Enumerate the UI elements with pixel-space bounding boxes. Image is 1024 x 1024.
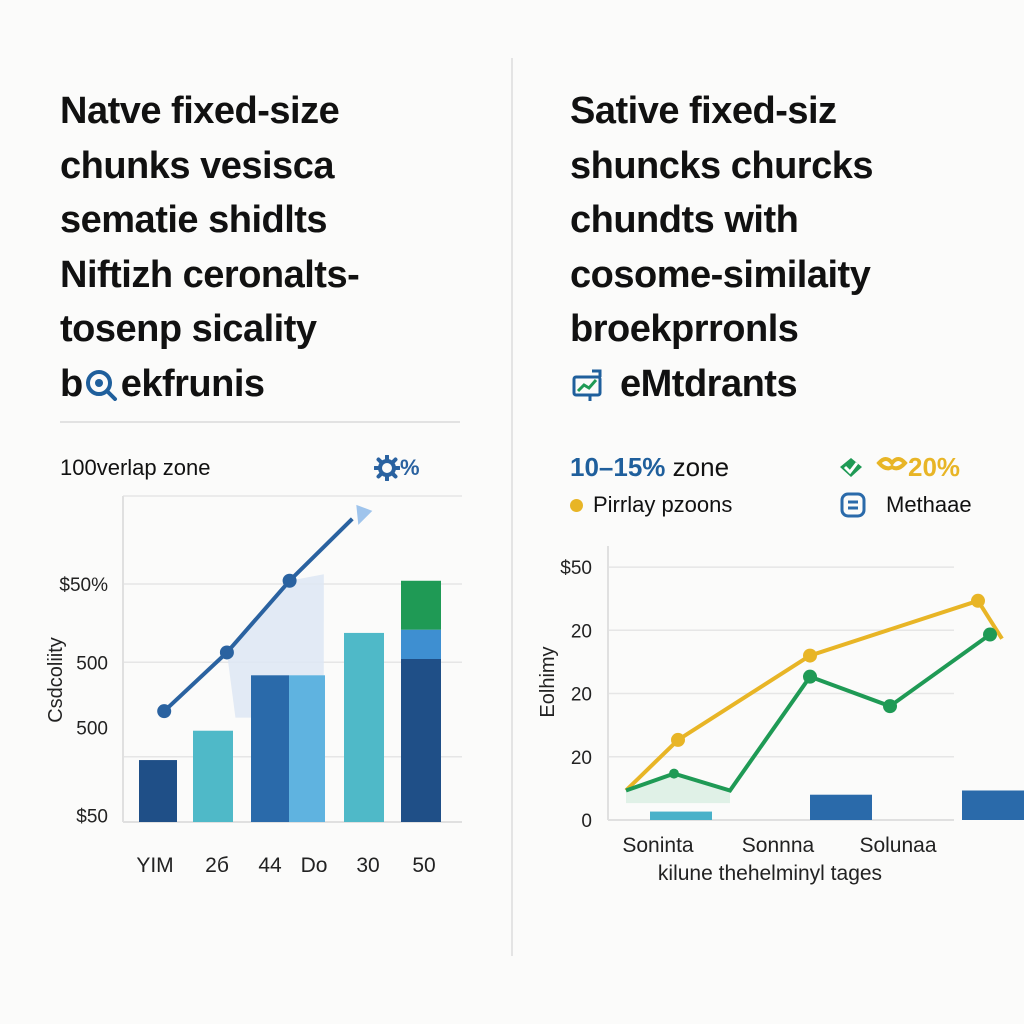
line-point — [282, 573, 297, 588]
left-chart: $50% 500 500 $50 Csdcoliity YIM 2б 44 Do 30 50 — [45, 495, 462, 877]
right-title-line: chundts with — [570, 199, 799, 241]
line-point — [971, 593, 985, 608]
x-tick-label: Soninta — [622, 834, 694, 857]
gear-icon — [374, 455, 400, 481]
bar-segment — [401, 629, 441, 659]
left-legend-label: 100verlap zone — [60, 455, 211, 480]
y-tick-label: 20 — [571, 621, 592, 642]
arrow-head-icon — [356, 504, 373, 525]
right-zone-label: 10–15% zone — [570, 452, 729, 483]
bar — [139, 760, 177, 822]
left-panel: Natve fixed-size chunks vesisca sematie … — [45, 84, 500, 877]
target-search-icon — [85, 369, 117, 401]
right-legend-dot: Pirrlay pzoons — [570, 492, 732, 518]
line-point — [157, 704, 172, 719]
y-tick-label: 20 — [571, 685, 592, 706]
panel-divider — [511, 58, 513, 956]
y-tick-label: $50% — [59, 575, 108, 596]
line-point — [883, 699, 897, 714]
bar — [962, 790, 1024, 820]
check-badge-icon — [840, 457, 862, 477]
y-tick-label: 500 — [76, 653, 108, 674]
right-zone-label-rest: zone — [665, 452, 730, 482]
line-point — [803, 648, 817, 663]
y-axis-label: Csdcoliity — [45, 637, 67, 723]
left-title-line: tosenp sicality — [60, 308, 317, 350]
right-title: Sative fixed-siz shuncks churcks chundts… — [570, 84, 1010, 411]
series-line-yellow — [624, 598, 1004, 792]
x-tick-label: 44 — [258, 854, 282, 877]
left-title-line: chunks vesisca — [60, 144, 334, 187]
bar — [810, 794, 872, 820]
left-title-last-post: ekfrunis — [120, 362, 265, 405]
left-title-line: sematie shidlts — [60, 199, 328, 241]
trend-line — [162, 517, 354, 713]
left-title: Natve fixed-size chunks vesisca sematie … — [60, 84, 500, 411]
right-legend-dot-label: Pirrlay pzoons — [593, 492, 733, 517]
right-title-line: shuncks churcks — [570, 144, 873, 187]
right-title-line: cosome-similaity — [570, 253, 871, 296]
x-tick-label: Do — [301, 854, 328, 877]
right-title-line: broekprronls — [570, 308, 799, 350]
left-title-line: Natve fixed-size — [60, 90, 340, 132]
x-tick-label: 30 — [356, 854, 379, 877]
y-tick-label: $50 — [76, 806, 108, 827]
right-legend-box: Methaae — [840, 492, 972, 518]
left-separator — [60, 421, 460, 423]
bar — [251, 675, 289, 822]
area-fill — [626, 773, 730, 804]
right-legend-box-label: Methaae — [886, 492, 972, 517]
right-panel: Sative fixed-siz shuncks churcks chundts… — [514, 0, 1024, 1024]
left-title-line-last: b ekfrunis — [60, 357, 500, 412]
x-tick-label: 50 — [412, 854, 435, 877]
right-badge-pct: 20% — [908, 452, 961, 482]
right-title-last-post: eMtdrants — [620, 362, 798, 405]
right-zone-label-bold: 10–15% — [570, 452, 666, 482]
right-title-line: Sative fixed-siz — [570, 90, 837, 132]
y-tick-label: $50 — [560, 558, 592, 579]
y-tick-label: 500 — [76, 718, 108, 739]
right-chart: $50 20 20 20 0 Eolhimy Soninta Sonnna Solunaa kil… — [537, 546, 1024, 885]
y-tick-label: 20 — [571, 748, 592, 769]
bar — [344, 632, 384, 822]
bar-segment — [401, 580, 441, 630]
left-legend-badge-text: % — [400, 455, 420, 480]
bar — [401, 659, 441, 822]
y-tick-label: 0 — [581, 811, 592, 832]
left-title-last-pre: b — [60, 362, 83, 405]
right-title-line-last: eMtdrants — [570, 357, 1010, 412]
document-chart-icon — [572, 369, 602, 401]
line-point — [983, 627, 997, 642]
x-axis-label: kilune thehelminyl tages — [658, 862, 882, 885]
left-legend-badge: % — [374, 455, 420, 481]
x-tick-label: 2б — [205, 854, 229, 877]
line-point — [669, 768, 679, 779]
right-badge: 20% — [836, 452, 960, 483]
list-box-icon — [840, 492, 866, 518]
yellow-dot-icon — [570, 498, 583, 512]
line-point — [803, 669, 817, 684]
left-title-line: Niftizh ceronalts- — [60, 253, 360, 296]
series-line-green — [625, 632, 992, 793]
bar — [289, 675, 325, 822]
x-tick-label: Solunaa — [859, 834, 936, 857]
x-tick-label: YIM — [136, 854, 173, 877]
bar — [193, 730, 233, 822]
y-axis-label: Eolhimy — [537, 646, 559, 717]
line-point — [671, 732, 685, 747]
line-point — [219, 645, 234, 660]
ribbon-icon — [876, 456, 908, 470]
x-tick-label: Sonnna — [742, 834, 815, 857]
bar — [650, 811, 712, 820]
